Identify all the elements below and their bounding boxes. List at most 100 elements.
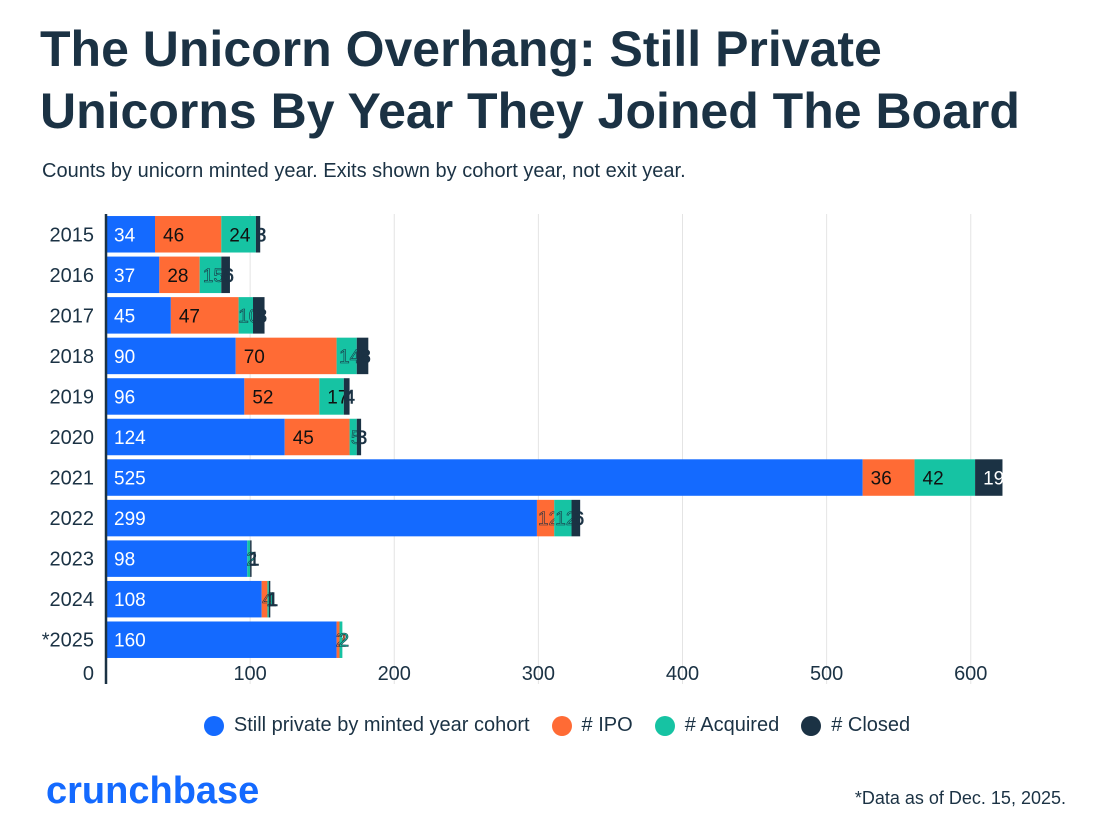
x-tick-label-0: 0	[83, 663, 94, 685]
data-label-*2025-series-0: 160	[114, 631, 146, 652]
legend-item-closed: # Closed	[801, 714, 910, 737]
data-label-2018-series-0: 90	[114, 347, 135, 368]
bar-2015-series-3	[255, 216, 261, 253]
bar-2021-series-2	[914, 459, 976, 496]
data-label-2024-series-2: 1	[266, 590, 277, 611]
data-label-2015-series-0: 34	[114, 225, 136, 246]
data-label-2018-series-3: 8	[360, 347, 371, 368]
data-label-2020-series-0: 124	[114, 428, 146, 449]
data-label-2023-series-0: 98	[114, 550, 135, 571]
bar-2022-series-2	[554, 499, 572, 537]
bar-2022-series-3	[571, 499, 581, 537]
bar-2024-series-0	[106, 580, 262, 618]
bar-2019-series-0	[106, 378, 245, 415]
data-label-2022-series-3: 6	[574, 509, 585, 530]
bar-2021-series-0	[106, 459, 863, 496]
bar-*2025-series-2	[339, 621, 343, 658]
legend-item-still-private: Still private by minted year cohort	[203, 714, 530, 737]
legend-label-still-private: Still private by minted year cohort	[233, 714, 530, 736]
y-tick-label-2016: 2016	[50, 265, 95, 287]
bar-2016-series-2	[199, 256, 222, 294]
data-label-2015-series-3: 3	[256, 225, 267, 246]
y-tick-label-2018: 2018	[50, 346, 95, 368]
bar-2024-series-2	[267, 580, 269, 618]
bar-2017-series-1	[170, 297, 239, 334]
y-tick-label-2015: 2015	[50, 224, 95, 246]
data-label-2019-series-2: 17	[327, 387, 348, 408]
data-label-2017-series-3: 8	[256, 306, 267, 327]
legend-label-ipo: # IPO	[581, 714, 633, 736]
legend-item-ipo: # IPO	[551, 714, 633, 737]
bar-2020-series-0	[106, 418, 285, 456]
bar-2020-series-2	[349, 418, 357, 456]
data-label-2018-series-2: 14	[339, 347, 361, 368]
bar-*2025-series-1	[336, 621, 340, 658]
data-label-2016-series-1: 28	[167, 266, 188, 287]
x-tick-label-300: 300	[522, 663, 555, 685]
data-label-2024-series-0: 108	[114, 590, 146, 611]
data-label-2024-series-3: 1	[268, 590, 279, 611]
legend-swatch-acquired	[654, 715, 675, 736]
y-tick-label-*2025: *2025	[42, 630, 94, 652]
x-tick-label-600: 600	[954, 663, 987, 685]
legend-swatch-closed	[801, 715, 822, 736]
bar-2019-series-2	[319, 378, 344, 415]
data-label-2021-series-1: 36	[871, 469, 892, 490]
bar-2018-series-2	[336, 337, 357, 375]
bar-2020-series-3	[356, 418, 362, 456]
data-label-2020-series-2: 5	[351, 428, 362, 449]
data-label-2022-series-0: 299	[114, 509, 146, 530]
bar-2022-series-0	[106, 499, 537, 537]
data-label-2019-series-3: 4	[344, 387, 355, 408]
legend-swatch-ipo	[551, 715, 572, 736]
data-label-2016-series-3: 6	[223, 266, 234, 287]
y-tick-label-2017: 2017	[50, 305, 95, 327]
bar-2016-series-3	[221, 256, 230, 294]
legend-item-acquired: # Acquired	[654, 714, 780, 737]
bar-2019-series-1	[244, 378, 320, 415]
bar-2018-series-3	[356, 337, 369, 375]
x-tick-label-400: 400	[666, 663, 699, 685]
data-label-2018-series-1: 70	[244, 347, 265, 368]
data-label-2023-series-3: 1	[249, 550, 260, 571]
bar-2023-series-2	[247, 540, 251, 577]
bar-2020-series-1	[284, 418, 350, 456]
data-label-2021-series-0: 525	[114, 469, 146, 490]
legend-label-acquired: # Acquired	[684, 714, 780, 736]
data-label-2022-series-1: 12	[538, 509, 559, 530]
bar-2017-series-3	[253, 297, 265, 334]
bar-2018-series-1	[235, 337, 337, 375]
data-label-2017-series-0: 45	[114, 306, 135, 327]
data-label-2015-series-1: 46	[163, 225, 184, 246]
bar-2023-series-0	[106, 540, 248, 577]
bar-*2025-series-0	[106, 621, 337, 658]
bar-2015-series-0	[106, 216, 156, 253]
bar-2024-series-3	[268, 580, 271, 618]
bar-2017-series-0	[106, 297, 171, 334]
y-tick-label-2022: 2022	[50, 508, 95, 530]
data-label-2016-series-2: 15	[203, 266, 224, 287]
data-label-2015-series-2: 24	[229, 225, 251, 246]
legend-swatch-still-private	[203, 715, 224, 736]
chart-title: The Unicorn Overhang: Still Private Unic…	[40, 21, 1020, 139]
chart-legend: Still private by minted year cohort # IP…	[0, 714, 1114, 737]
y-tick-label-2023: 2023	[50, 549, 95, 571]
bar-2016-series-0	[106, 256, 160, 294]
crunchbase-logo[interactable]: crunchbase	[46, 770, 260, 812]
bar-2021-series-1	[862, 459, 915, 496]
footnote: *Data as of Dec. 15, 2025.	[854, 788, 1066, 808]
x-tick-label-200: 200	[378, 663, 411, 685]
x-tick-label-500: 500	[810, 663, 843, 685]
bar-2016-series-1	[159, 256, 200, 294]
bar-2022-series-1	[536, 499, 555, 537]
bar-2023-series-3	[250, 540, 252, 577]
bar-2024-series-1	[261, 580, 268, 618]
x-tick-label-100: 100	[233, 663, 266, 685]
chart-subtitle: Counts by unicorn minted year. Exits sho…	[42, 160, 686, 182]
bar-2015-series-2	[221, 216, 256, 253]
y-tick-label-2021: 2021	[50, 468, 95, 490]
data-label-2021-series-2: 42	[923, 469, 944, 490]
data-label-2020-series-1: 45	[293, 428, 314, 449]
bar-2018-series-0	[106, 337, 236, 375]
